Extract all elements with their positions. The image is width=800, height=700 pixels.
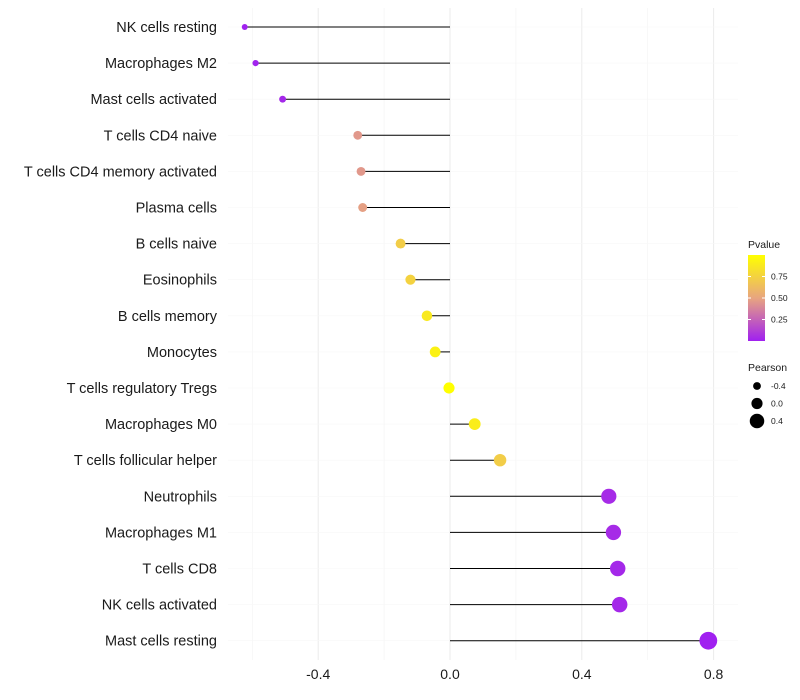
category-label: Mast cells resting xyxy=(105,634,217,650)
lollipop-point xyxy=(252,59,259,67)
category-label: B cells memory xyxy=(118,309,218,325)
lollipop-point xyxy=(605,524,622,541)
lollipop-point xyxy=(356,166,366,176)
colorbar-tick-label: 0.50 xyxy=(771,293,788,303)
lollipop-point xyxy=(353,130,363,140)
x-tick-label: 0.0 xyxy=(440,666,460,682)
colorbar-tick-label: 0.25 xyxy=(771,315,788,325)
size-legend-label: -0.4 xyxy=(771,381,786,391)
category-label: Macrophages M2 xyxy=(105,56,217,72)
lollipop-point xyxy=(611,596,628,613)
lollipop-point xyxy=(279,95,287,103)
category-label: Macrophages M1 xyxy=(105,525,217,541)
pearson-legend-title: Pearson xyxy=(748,362,787,374)
x-tick-label: -0.4 xyxy=(306,666,330,682)
lollipop-points xyxy=(241,24,718,650)
category-label: T cells regulatory Tregs xyxy=(67,381,217,397)
category-label: T cells CD4 naive xyxy=(104,128,217,144)
category-label: Neutrophils xyxy=(144,489,217,505)
lollipop-point xyxy=(468,418,481,430)
x-axis-ticks: -0.4 0.0 0.4 0.8 xyxy=(306,666,723,682)
lollipop-point xyxy=(443,382,455,394)
category-label: T cells CD4 memory activated xyxy=(24,164,217,180)
lollipop-point xyxy=(421,310,433,322)
category-label: B cells naive xyxy=(136,237,217,253)
lollipop-point xyxy=(429,346,441,358)
size-legend-key xyxy=(751,397,763,410)
category-label: NK cells resting xyxy=(116,20,217,36)
category-label: Mast cells activated xyxy=(90,92,217,108)
size-legend-key xyxy=(753,382,761,390)
category-label: NK cells activated xyxy=(102,598,217,614)
category-label: Plasma cells xyxy=(136,201,217,217)
legend: Pvalue 0.25 0.50 0.75 Pearson -0.4 0.0 0.4 xyxy=(748,239,788,429)
category-labels: NK cells resting Macrophages M2 Mast cells… xyxy=(24,20,218,650)
grid-lines xyxy=(228,8,738,660)
category-label: T cells follicular helper xyxy=(74,453,217,469)
pearson-size-legend: -0.4 0.0 0.4 xyxy=(749,381,786,429)
lollipop-point xyxy=(601,488,617,504)
lollipop-point xyxy=(609,560,626,577)
category-label: Eosinophils xyxy=(143,273,217,289)
category-label: T cells CD8 xyxy=(142,562,217,578)
colorbar-tick-label: 0.75 xyxy=(771,272,788,282)
pvalue-colorbar xyxy=(748,255,765,341)
lollipop-point xyxy=(241,24,248,30)
category-label: Macrophages M0 xyxy=(105,417,217,433)
lollipop-point xyxy=(405,274,416,285)
lollipop-point xyxy=(699,631,718,650)
size-legend-label: 0.4 xyxy=(771,416,783,426)
lollipop-point xyxy=(395,238,406,249)
lollipop-stems xyxy=(244,26,709,642)
pvalue-legend-ticks: 0.25 0.50 0.75 xyxy=(748,272,788,325)
x-tick-label: 0.4 xyxy=(572,666,592,682)
size-legend-label: 0.0 xyxy=(771,399,783,409)
category-label: Monocytes xyxy=(147,345,217,361)
size-legend-key xyxy=(749,413,765,429)
lollipop-point xyxy=(493,453,507,467)
lollipop-point xyxy=(358,203,368,212)
x-tick-label: 0.8 xyxy=(704,666,724,682)
pvalue-legend-title: Pvalue xyxy=(748,239,780,251)
